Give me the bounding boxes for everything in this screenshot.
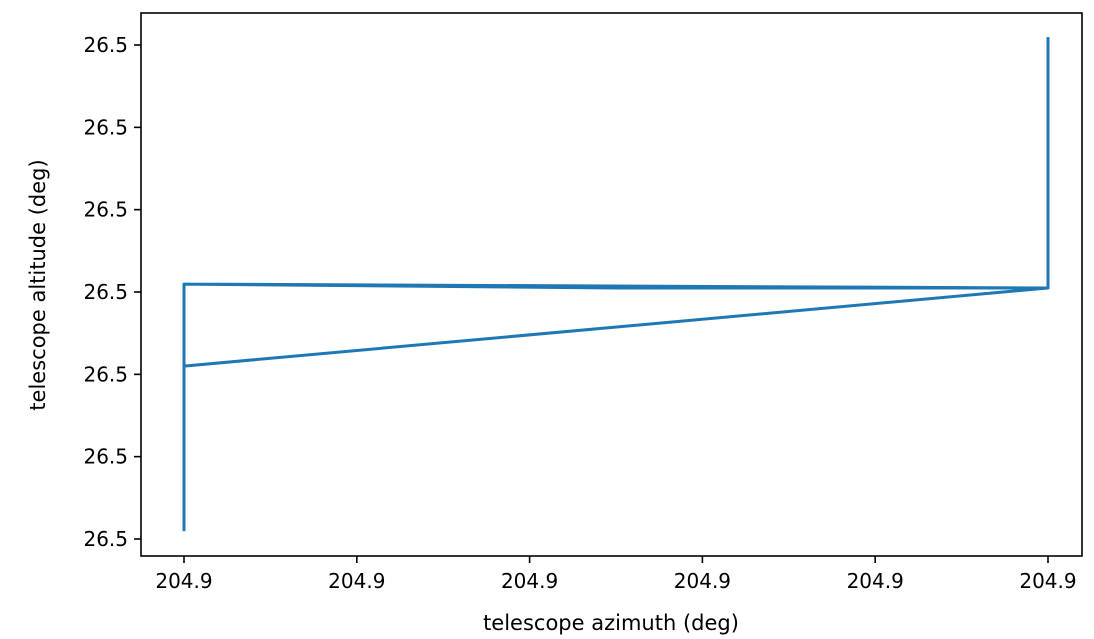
y-axis-label: telescope altitude (deg)	[26, 159, 50, 410]
y-axis-ticks: 26.5 26.5 26.5 26.5 26.5 26.5 26.5	[83, 33, 141, 551]
y-tick-label: 26.5	[83, 527, 128, 551]
plot-frame	[140, 12, 1083, 557]
y-tick-label: 26.5	[83, 115, 128, 139]
y-tick-label: 26.5	[83, 280, 128, 304]
series-line-0	[182, 37, 1050, 532]
x-tick-label: 204.9	[847, 569, 904, 593]
x-tick-label: 204.9	[674, 569, 731, 593]
x-axis-label: telescope azimuth (deg)	[483, 611, 739, 635]
x-axis-ticks: 204.9 204.9 204.9 204.9 204.9 204.9	[155, 556, 1077, 593]
y-tick-label: 26.5	[83, 198, 128, 222]
x-tick-label: 204.9	[1019, 569, 1076, 593]
y-tick-label: 26.5	[83, 362, 128, 386]
x-tick-label: 204.9	[328, 569, 385, 593]
x-tick-label: 204.9	[501, 569, 558, 593]
series-layer	[182, 37, 1050, 532]
x-tick-label: 204.9	[155, 569, 212, 593]
y-tick-label: 26.5	[83, 33, 128, 57]
y-tick-label: 26.5	[83, 445, 128, 469]
